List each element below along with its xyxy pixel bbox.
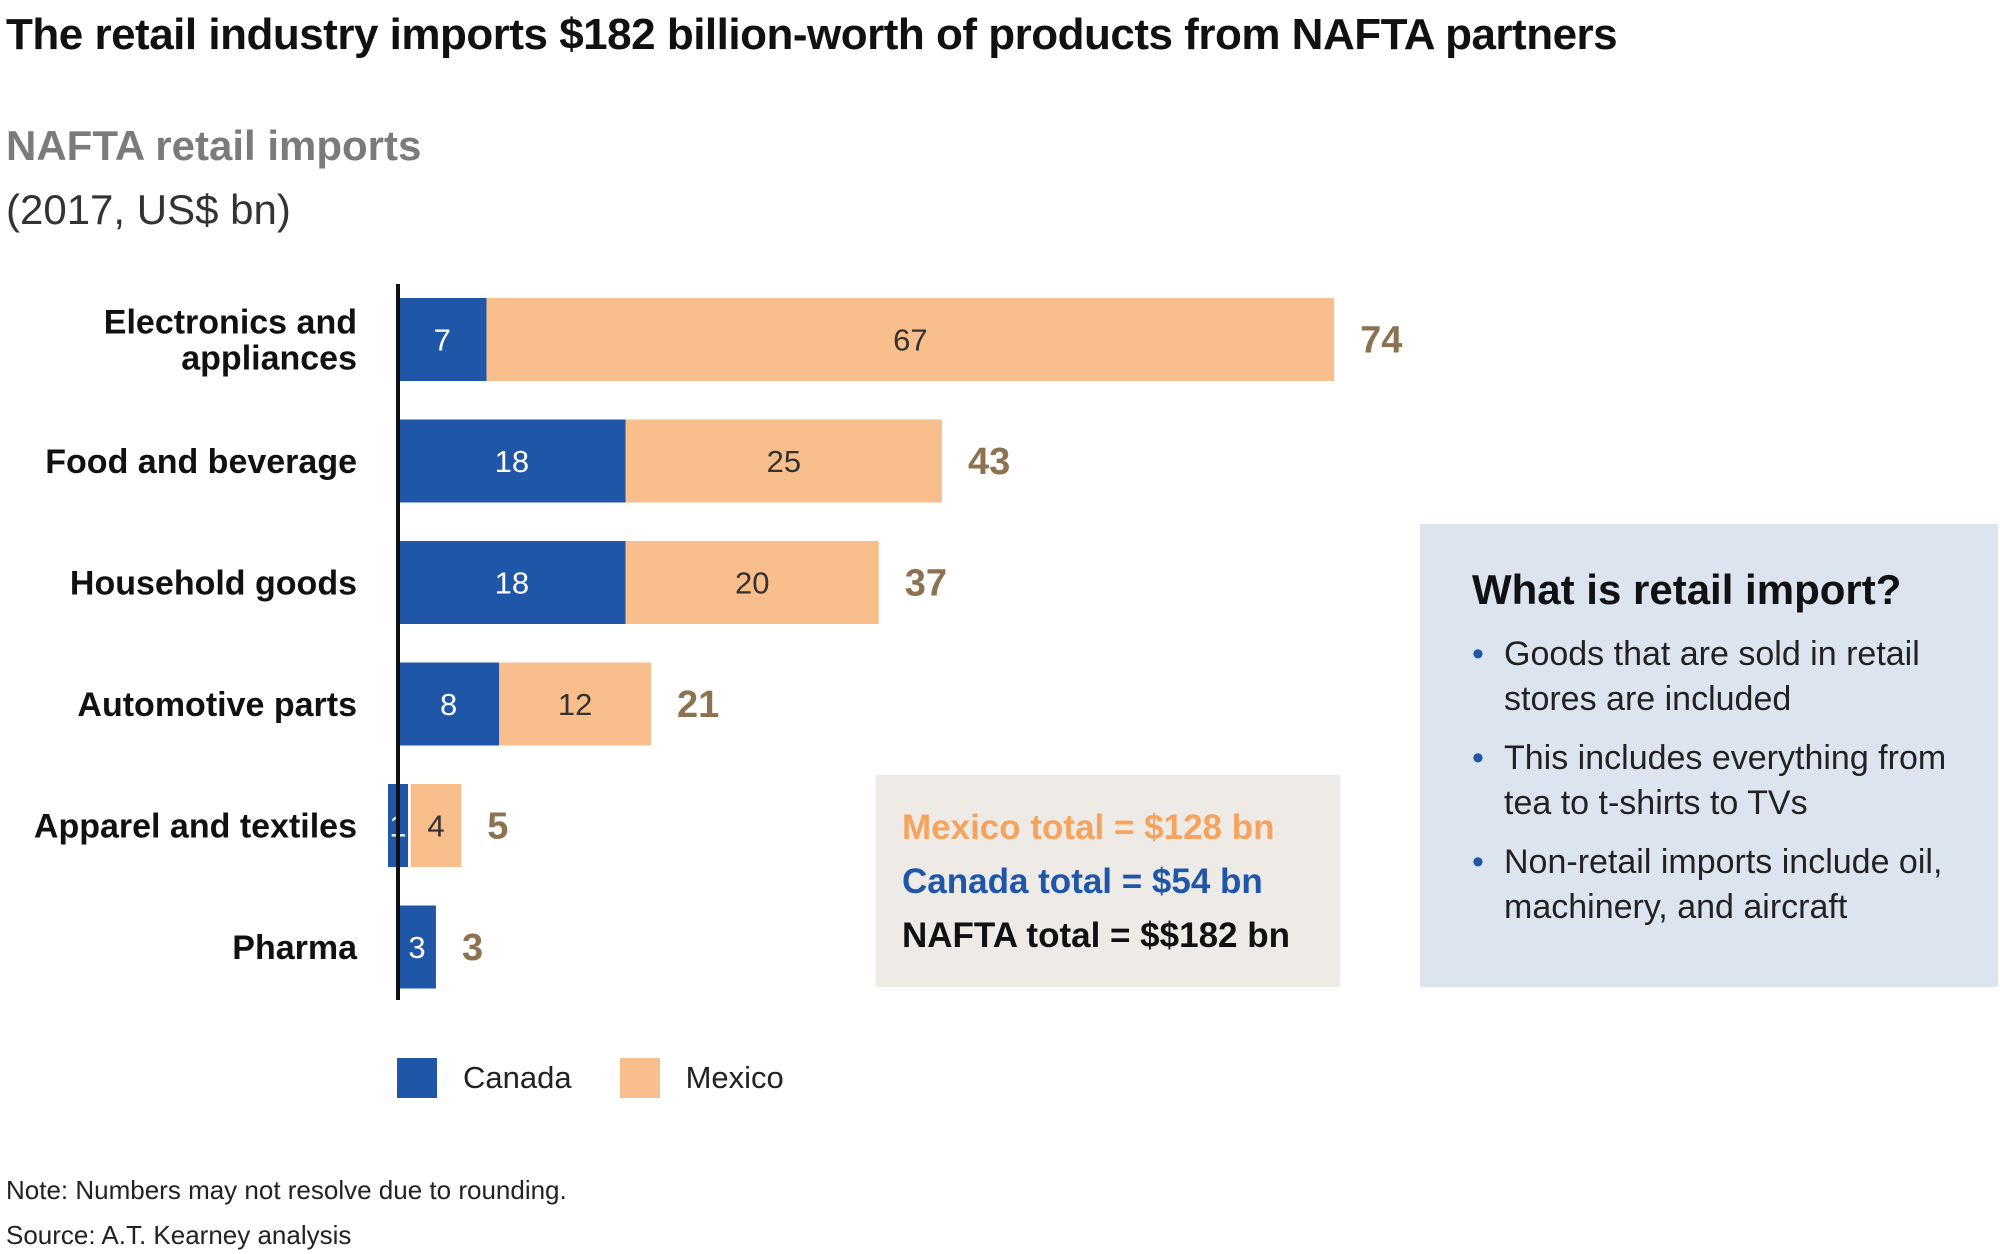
data-label-canada: 3 <box>408 930 425 965</box>
data-label-mexico: 20 <box>735 566 769 601</box>
data-label-mexico: 67 <box>893 323 927 358</box>
legend: Canada Mexico <box>397 1058 832 1098</box>
bar-mexico <box>410 784 462 867</box>
source-note: Source: A.T. Kearney analysis <box>6 1220 352 1250</box>
chart-units: (2017, US$ bn) <box>6 186 291 233</box>
info-list-item: • This includes everything from tea to t… <box>1472 736 1978 826</box>
data-label-mexico: 25 <box>767 444 801 479</box>
info-box: What is retail import? • Goods that are … <box>1420 524 1998 987</box>
total-label: 3 <box>462 927 483 969</box>
category-label: Apparel and textiles <box>34 808 357 846</box>
mexico-total: Mexico total = $128 bn <box>902 808 1275 847</box>
data-label-canada: 18 <box>495 566 529 601</box>
legend-swatch-canada <box>397 1058 437 1098</box>
bar-canada <box>398 905 436 989</box>
bar-mexico <box>486 298 1335 381</box>
bar-mexico <box>499 662 651 746</box>
data-label-mexico: 4 <box>427 809 444 844</box>
data-label-canada: 7 <box>434 323 451 358</box>
legend-label-mexico: Mexico <box>685 1060 784 1095</box>
info-item-text: Goods that are sold in retail stores are… <box>1504 635 1920 718</box>
info-item-text: Non-retail imports include oil, machiner… <box>1504 843 1943 926</box>
info-list-item: • Non-retail imports include oil, machin… <box>1472 840 1978 930</box>
total-label: 74 <box>1360 320 1402 362</box>
bullet-icon: • <box>1472 739 1484 777</box>
total-label: 43 <box>968 441 1010 483</box>
bar-canada <box>398 662 500 746</box>
total-label: 5 <box>487 806 508 848</box>
legend-label-canada: Canada <box>463 1060 572 1095</box>
data-label-canada: 8 <box>440 687 457 722</box>
total-label: 37 <box>905 563 947 605</box>
bar-mexico <box>625 419 942 503</box>
category-label: Electronics and <box>104 304 357 342</box>
category-label: Pharma <box>232 929 358 967</box>
bar-canada <box>398 298 487 381</box>
bar-canada <box>398 541 626 624</box>
bullet-icon: • <box>1472 843 1484 881</box>
info-list-item: • Goods that are sold in retail stores a… <box>1472 632 1978 722</box>
data-label-mexico: 12 <box>558 687 592 722</box>
chart-subtitle: NAFTA retail imports <box>6 122 422 169</box>
totals-box: Mexico total = $128 bn Canada total = $5… <box>876 775 1340 987</box>
bullet-icon: • <box>1472 635 1484 673</box>
data-label-canada: 18 <box>495 444 529 479</box>
category-label: Food and beverage <box>45 443 357 481</box>
canada-total: Canada total = $54 bn <box>902 862 1263 901</box>
bar-mexico <box>625 541 879 624</box>
info-box-title: What is retail import? <box>1472 566 1902 613</box>
category-label: Automotive parts <box>77 686 357 724</box>
nafta-total: NAFTA total = $$182 bn <box>902 916 1290 955</box>
legend-swatch-mexico <box>619 1058 660 1098</box>
legend-item-mexico: Mexico <box>619 1058 784 1098</box>
category-label: appliances <box>181 340 357 378</box>
info-item-text: This includes everything from tea to t-s… <box>1504 739 1947 822</box>
footnote: Note: Numbers may not resolve due to rou… <box>6 1175 567 1205</box>
info-list: • Goods that are sold in retail stores a… <box>1472 632 1978 930</box>
legend-item-canada: Canada <box>397 1058 572 1098</box>
bar-canada <box>398 419 626 503</box>
chart-title: The retail industry imports $182 billion… <box>6 10 1618 59</box>
category-label: Household goods <box>70 565 357 603</box>
total-label: 21 <box>677 684 719 726</box>
